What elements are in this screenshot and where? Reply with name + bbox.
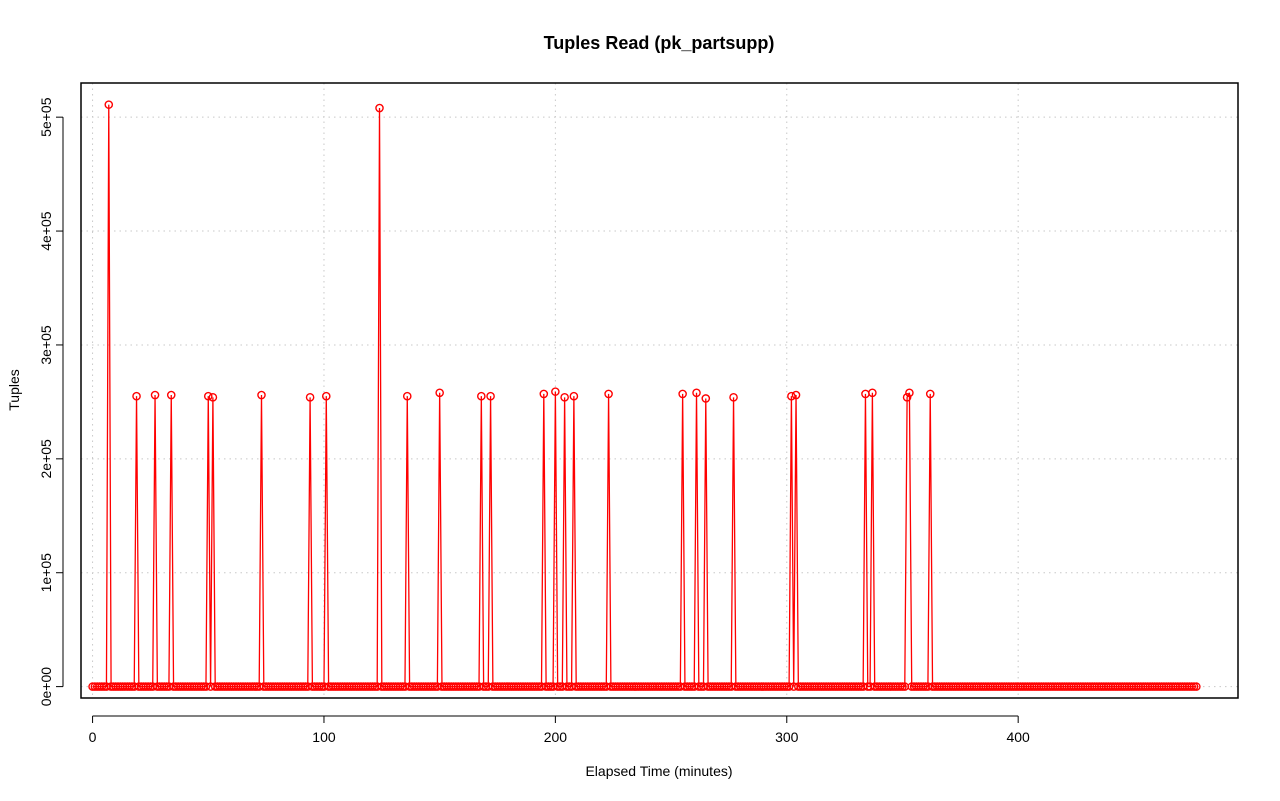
spike-point [203,391,213,401]
spike-point [604,389,613,399]
spike-point [477,391,486,401]
spike-point [701,394,711,403]
spike-point [729,393,738,402]
y-tick-label: 5e+05 [38,97,54,137]
spike-point [150,390,160,400]
y-tick-label: 4e+05 [38,211,54,251]
x-tick-label: 300 [775,729,799,745]
spike-point [868,388,877,398]
x-tick-label: 200 [544,729,568,745]
spike-point [435,388,444,398]
spike-point [787,391,796,401]
x-axis-label: Elapsed Time (minutes) [585,763,732,779]
spike-point [257,390,266,400]
spike-point [905,388,914,398]
spike-point [539,389,549,399]
x-tick-label: 100 [312,729,336,745]
spike-point [925,389,935,399]
spike-point [321,391,331,401]
spike-point [560,393,569,402]
spike-point [208,393,218,402]
y-axis-label: Tuples [6,369,22,411]
y-tick-label: 3e+05 [38,325,54,365]
x-tick-label: 400 [1006,729,1030,745]
y-tick-label: 2e+05 [38,439,54,479]
baseline-point [201,682,211,691]
y-tick-label: 0e+00 [38,667,54,707]
spike-point [692,388,701,398]
spike-point [166,390,176,400]
spike-point [551,387,560,396]
plot-frame [80,82,1239,699]
y-tick-label: 1e+05 [38,553,54,593]
spike-point [402,391,412,401]
spike-point [902,393,912,402]
grid [81,83,1238,698]
spike-point [678,389,687,399]
x-tick-label: 0 [89,729,97,745]
spike-point [569,391,579,401]
data-series [88,100,1201,691]
axes: 0 100 200 300 400 0e+00 1e+05 2e+05 3e+05 4e+05 5e… [38,97,1030,745]
spike-point [132,391,141,401]
spike-point [375,103,384,113]
baseline-point [784,682,794,691]
spike-point [791,390,801,400]
spike-point [486,391,495,401]
spike-point [104,100,114,109]
spike-point [305,393,315,402]
chart-title: Tuples Read (pk_partsupp) [544,33,775,53]
baseline-point [1192,682,1201,691]
